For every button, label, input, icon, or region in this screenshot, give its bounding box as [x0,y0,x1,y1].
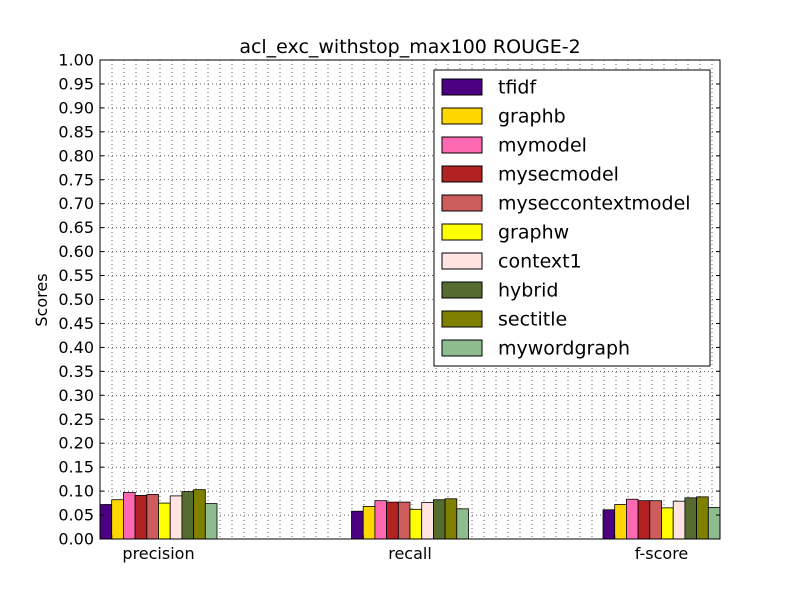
y-tick-label: 0.45 [58,314,94,333]
axis-ticks: 0.00 0.05 0.10 0.15 0.20 0.25 0.30 0.35 0.40 0.45… [58,51,720,563]
legend-label-hybrid: hybrid [498,280,559,302]
bar-mysecmodel-f-score [637,500,651,540]
y-tick-label: 0.85 [58,122,94,141]
bar-myseccontextmodel-precision [146,494,159,540]
legend-swatch-sectitle [441,310,483,328]
bar-hybrid-f-score [684,497,698,540]
bar-sectitle-precision [193,489,206,540]
legend-label-context1: context1 [498,251,582,273]
bar-context1-precision [169,495,183,540]
bar-hybrid-recall [432,499,446,540]
legend-label-graphb: graphb [498,106,566,128]
y-tick-label: 0.20 [58,434,94,453]
legend-label-mysecmodel: mysecmodel [498,164,619,186]
y-tick-label: 0.10 [58,482,94,501]
bar-tfidf-recall [351,510,364,540]
bar-mymodel-recall [374,500,387,540]
legend-label-sectitle: sectitle [498,309,567,331]
y-tick-label: 0.50 [58,290,94,309]
bar-graphw-f-score [661,507,674,540]
x-tick-label: recall [388,544,432,563]
bar-mymodel-f-score [626,498,639,540]
legend-swatch-mywordgraph [441,339,483,357]
y-tick-label: 0.75 [58,170,94,189]
bar-hybrid-precision [181,491,194,540]
x-tick-label: precision [122,544,194,563]
bar-graphb-recall [362,506,376,540]
bar-context1-f-score [672,500,686,540]
bar-sectitle-f-score [696,496,709,540]
legend-label-tfidf: tfidf [498,77,537,99]
chart-title: acl_exc_withstop_max100 ROUGE-2 [239,36,580,58]
y-tick-label: 0.35 [58,362,94,381]
y-tick-label: 0.15 [58,458,94,477]
legend-swatch-mymodel [441,136,483,154]
bar-graphb-precision [111,499,124,540]
legend-swatch-tfidf [441,78,483,96]
legend-label-mywordgraph: mywordgraph [498,338,630,360]
bar-sectitle-recall [444,498,458,540]
y-axis-label: Scores [32,273,51,326]
bar-mywordgraph-precision [204,503,218,540]
y-tick-label: 0.80 [58,146,94,165]
bar-myseccontextmodel-f-score [649,500,662,540]
legend-swatch-context1 [441,252,483,270]
y-tick-label: 0.05 [58,506,94,525]
bar-context1-recall [421,502,434,540]
y-tick-label: 0.90 [58,98,94,117]
legend-swatch-myseccontextmodel [441,194,483,212]
bar-tfidf-precision [99,504,113,540]
bar-tfidf-f-score [602,509,616,540]
legend-label-myseccontextmodel: myseccontextmodel [498,193,691,215]
legend-swatch-mysecmodel [441,165,483,183]
bar-mymodel-precision [123,492,136,540]
y-tick-label: 0.55 [58,266,94,285]
legend-label-mymodel: mymodel [498,135,587,157]
y-tick-label: 0.40 [58,338,94,357]
bar-mywordgraph-recall [456,508,469,540]
legend-label-graphw: graphw [498,222,569,244]
y-tick-label: 0.00 [58,530,94,549]
y-tick-label: 0.95 [58,74,94,93]
y-tick-label: 0.30 [58,386,94,405]
bar-mysecmodel-precision [134,495,148,540]
legend: tfidf graphb mymodel mysecmodel myseccontext… [433,69,711,367]
x-tick-label: f-score [635,544,689,563]
y-tick-label: 0.65 [58,218,94,237]
y-tick-label: 0.25 [58,410,94,429]
bar-myseccontextmodel-recall [397,501,411,540]
bar-graphw-recall [409,508,423,540]
bars [99,489,721,540]
y-tick-label: 0.70 [58,194,94,213]
y-tick-label: 0.60 [58,242,94,261]
legend-swatch-graphw [441,223,483,241]
y-tick-label: 1.00 [58,51,94,70]
bar-mywordgraph-f-score [707,506,721,540]
legend-swatch-graphb [441,107,483,125]
legend-swatch-hybrid [441,281,483,299]
bar-graphw-precision [158,502,171,540]
bar-graphb-f-score [614,504,627,540]
bar-mysecmodel-recall [386,501,399,540]
